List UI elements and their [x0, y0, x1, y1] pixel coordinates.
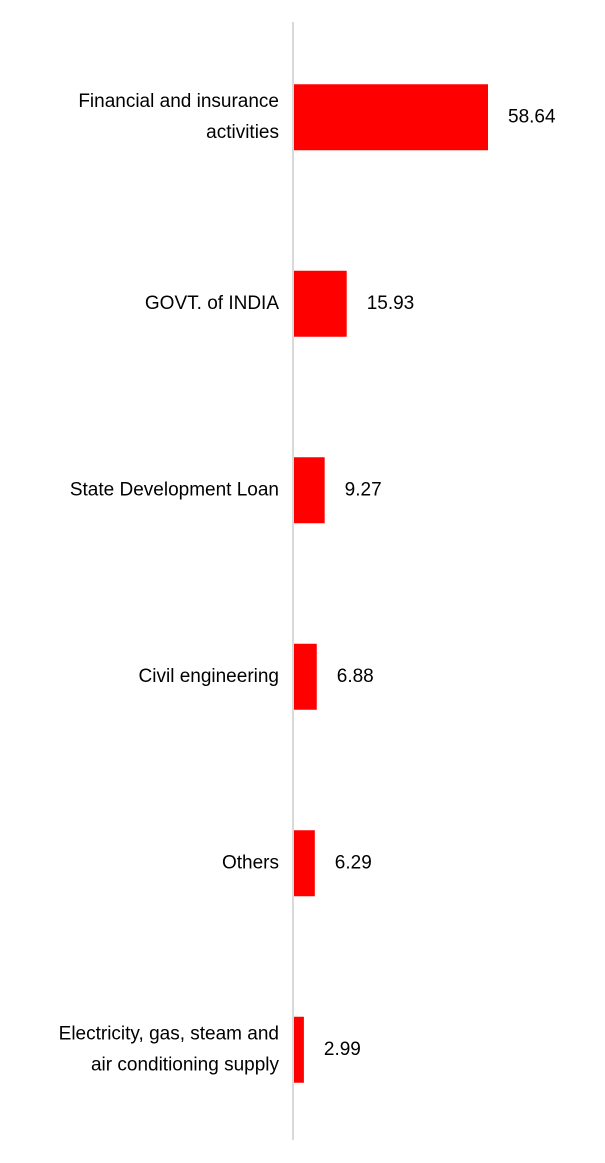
data-label: 6.88: [337, 666, 374, 687]
category-label-line: Financial and insurance: [78, 91, 279, 112]
data-label: 6.29: [335, 852, 372, 873]
category-tick-label: Others: [222, 852, 279, 873]
data-label: 15.93: [367, 293, 415, 314]
category-label-line: State Development Loan: [70, 479, 279, 500]
bar: [294, 1016, 304, 1083]
value-labels-layer: 58.64 15.93 9.27 6.88 6.29 2.99: [324, 106, 556, 1060]
data-label: 58.64: [508, 106, 556, 127]
category-labels-layer: Financial and insurance activities GOVT. o…: [59, 91, 280, 1076]
data-label: 9.27: [345, 479, 382, 500]
category-label-line: Electricity, gas, steam and: [59, 1023, 279, 1044]
category-tick-label: Electricity, gas, steam and air condition…: [59, 1023, 280, 1075]
category-tick-label: GOVT. of INDIA: [145, 293, 279, 314]
bar: [294, 270, 347, 337]
bars-layer: [294, 84, 488, 1083]
bar: [294, 457, 325, 524]
bar: [294, 830, 315, 897]
category-tick-label: State Development Loan: [70, 479, 279, 500]
category-label-line: air conditioning supply: [91, 1054, 280, 1075]
category-label-line: Others: [222, 852, 279, 873]
bar: [294, 643, 317, 710]
data-label: 2.99: [324, 1039, 361, 1060]
category-label-line: Civil engineering: [139, 666, 279, 687]
category-label-line: GOVT. of INDIA: [145, 293, 279, 314]
category-tick-label: Financial and insurance activities: [78, 91, 279, 143]
category-tick-label: Civil engineering: [139, 666, 279, 687]
bar: [294, 84, 488, 151]
category-label-line: activities: [206, 122, 279, 143]
